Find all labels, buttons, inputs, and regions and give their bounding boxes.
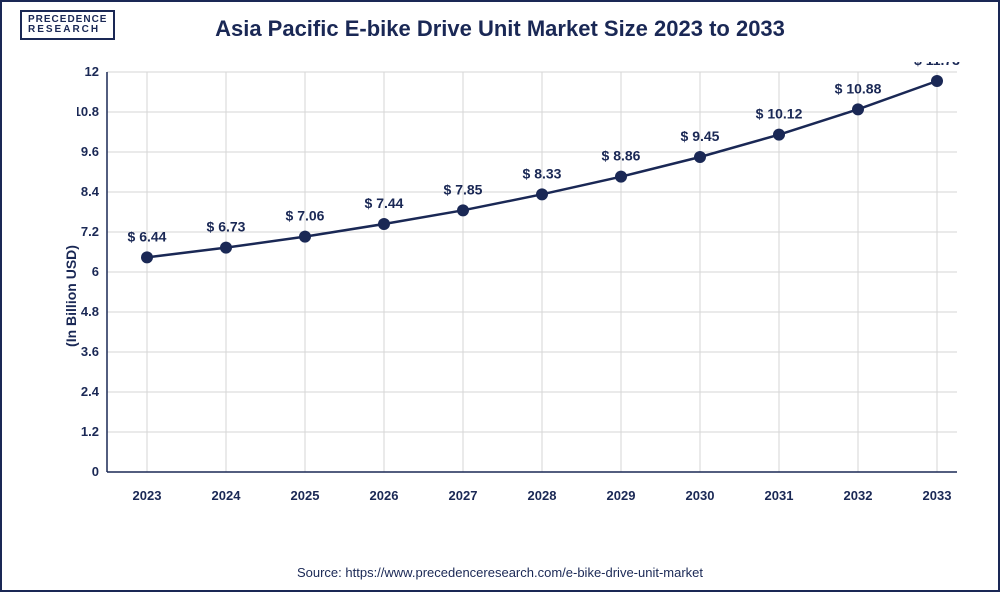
chart-title: Asia Pacific E-bike Drive Unit Market Si… <box>2 16 998 42</box>
y-tick-label: 0 <box>92 464 99 479</box>
chart-plot-area: 0 1.2 2.4 3.6 4.8 6 7.2 8.4 9.6 10.8 12 2023 2024 202… <box>77 62 967 522</box>
source-citation: Source: https://www.precedenceresearch.c… <box>2 565 998 580</box>
data-label: $ 10.12 <box>756 106 803 122</box>
x-tick-label: 2023 <box>133 488 162 503</box>
chart-container: PRECEDENCE RESEARCH Asia Pacific E-bike … <box>0 0 1000 592</box>
data-point <box>536 188 548 200</box>
x-tick-label: 2030 <box>686 488 715 503</box>
x-tick-label: 2029 <box>607 488 636 503</box>
y-tick-label: 1.2 <box>81 424 99 439</box>
x-tick-label: 2028 <box>528 488 557 503</box>
data-label: $ 7.44 <box>365 195 404 211</box>
data-label: $ 10.88 <box>835 80 882 96</box>
data-point <box>773 129 785 141</box>
y-tick-label: 4.8 <box>81 304 99 319</box>
x-tick-label: 2032 <box>844 488 873 503</box>
data-point <box>457 204 469 216</box>
y-tick-label: 2.4 <box>81 384 100 399</box>
data-point <box>931 75 943 87</box>
data-label: $ 7.85 <box>444 181 483 197</box>
x-tick-label: 2031 <box>765 488 794 503</box>
data-point <box>852 103 864 115</box>
x-tick-label: 2024 <box>212 488 242 503</box>
x-tick-label: 2033 <box>923 488 952 503</box>
line-chart-svg: 0 1.2 2.4 3.6 4.8 6 7.2 8.4 9.6 10.8 12 2023 2024 202… <box>77 62 967 522</box>
y-tick-label: 12 <box>85 64 99 79</box>
data-point <box>378 218 390 230</box>
data-label: $ 9.45 <box>681 128 720 144</box>
y-tick-label: 6 <box>92 264 99 279</box>
data-point <box>694 151 706 163</box>
y-tick-label: 3.6 <box>81 344 99 359</box>
y-tick-label: 7.2 <box>81 224 99 239</box>
data-point <box>299 231 311 243</box>
y-tick-label: 9.6 <box>81 144 99 159</box>
data-label: $ 11.73 <box>914 62 960 68</box>
data-label: $ 8.33 <box>523 165 562 181</box>
data-label: $ 7.06 <box>286 208 325 224</box>
x-tick-label: 2027 <box>449 488 478 503</box>
data-point <box>615 171 627 183</box>
data-label: $ 8.86 <box>602 148 641 164</box>
data-label: $ 6.44 <box>128 228 167 244</box>
y-tick-label: 10.8 <box>77 104 99 119</box>
x-tick-label: 2025 <box>291 488 320 503</box>
y-tick-label: 8.4 <box>81 184 100 199</box>
x-tick-label: 2026 <box>370 488 399 503</box>
data-point <box>141 251 153 263</box>
data-label: $ 6.73 <box>207 219 246 235</box>
data-point <box>220 242 232 254</box>
